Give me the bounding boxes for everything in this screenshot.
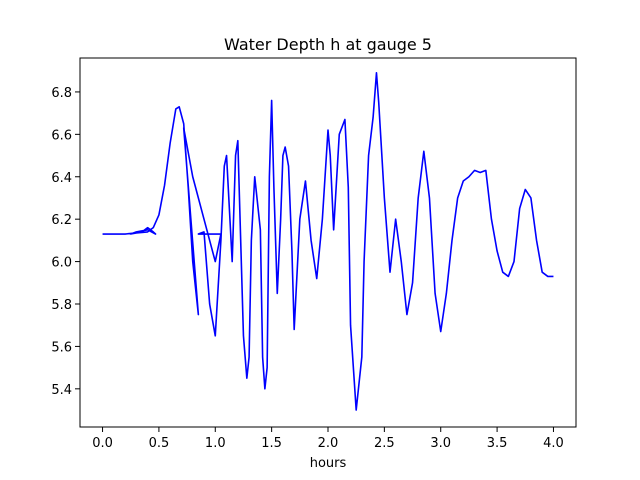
series-layer <box>102 72 554 411</box>
y-tick-label: 6.2 <box>51 213 72 228</box>
y-tick-label: 6.4 <box>51 171 72 186</box>
x-tick-label: 0.0 <box>92 436 113 451</box>
y-tick-label: 6.0 <box>51 256 72 271</box>
x-tick-label: 2.0 <box>318 436 339 451</box>
y-tick-label: 5.8 <box>51 298 72 313</box>
x-tick-label: 3.0 <box>430 436 451 451</box>
x-tick-label: 3.5 <box>487 436 508 451</box>
plot-area <box>80 58 576 427</box>
x-axis-ticks: 0.0 0.5 1.0 1.5 2.0 2.5 3.0 3.5 4.0 <box>92 427 564 451</box>
x-tick-label: 0.5 <box>149 436 170 451</box>
y-axis-ticks: 5.4 5.6 5.8 6.0 6.2 6.4 6.6 6.8 <box>51 86 80 398</box>
x-axis-label: hours <box>310 456 347 471</box>
x-tick-label: 4.0 <box>543 436 564 451</box>
chart-title: Water Depth h at gauge 5 <box>224 35 432 54</box>
y-tick-label: 5.6 <box>51 340 72 355</box>
y-tick-label: 6.6 <box>51 128 72 143</box>
x-tick-label: 1.0 <box>205 436 226 451</box>
y-tick-label: 5.4 <box>51 383 72 398</box>
series-line-0 <box>102 72 554 411</box>
x-tick-label: 2.5 <box>374 436 395 451</box>
x-tick-label: 1.5 <box>261 436 282 451</box>
y-tick-label: 6.8 <box>51 86 72 101</box>
